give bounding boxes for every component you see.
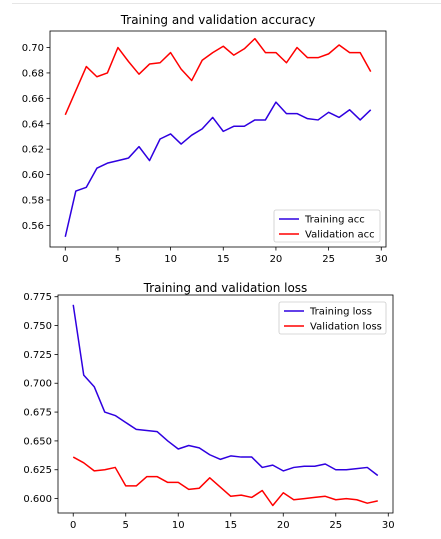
y-tick-label: 0.625 (23, 465, 52, 476)
y-tick-label: 0.62 (22, 145, 44, 156)
y-tick-label: 0.56 (22, 221, 44, 232)
plot-frame (57, 294, 394, 514)
legend-label: Training loss (309, 307, 372, 318)
legend: Training loss Validation loss (278, 301, 387, 335)
x-tick-label: 15 (224, 520, 237, 531)
chart-title: Training and validation loss (143, 281, 308, 295)
y-tick-label: 0.725 (23, 350, 52, 361)
x-tick-label: 25 (329, 520, 342, 531)
x-tick-label: 10 (164, 254, 177, 265)
x-tick-label: 20 (270, 254, 283, 265)
x-tick-label: 0 (70, 520, 76, 531)
y-tick-label: 0.70 (22, 43, 44, 54)
series-line-validation-acc (64, 37, 372, 116)
y-tick-label: 0.66 (22, 94, 44, 105)
series-line-training-loss (72, 304, 379, 477)
legend-label: Validation loss (310, 322, 382, 333)
legend: Training acc Validation acc (273, 209, 381, 243)
y-tick-label: 0.650 (23, 436, 52, 447)
chart-title: Training and validation accuracy (120, 13, 316, 27)
top-strip (12, 0, 441, 4)
y-tick-label: 0.675 (23, 408, 52, 419)
y-tick-label: 0.600 (23, 494, 52, 505)
x-tick-label: 5 (115, 254, 121, 265)
legend-label: Validation acc (305, 230, 375, 241)
x-tick-label: 0 (62, 254, 68, 265)
plot-frame (49, 30, 387, 248)
chart-2: Training and validation loss 0.600 0.625 0.… (23, 281, 394, 531)
y-tick-label: 0.68 (22, 68, 44, 79)
x-tick-label: 15 (217, 254, 230, 265)
x-tick-label: 5 (123, 520, 129, 531)
y-tick-label: 0.60 (22, 170, 44, 181)
series-line-training-acc (64, 101, 372, 238)
x-tick-label: 10 (172, 520, 185, 531)
y-tick-label: 0.64 (22, 119, 44, 130)
x-tick-label: 25 (322, 254, 335, 265)
legend-label: Training acc (304, 215, 365, 226)
x-tick-label: 30 (375, 254, 388, 265)
y-tick-label: 0.750 (23, 321, 52, 332)
chart-1: Training and validation accuracy 0.56 0.58… (22, 13, 388, 265)
legend-box (273, 209, 381, 243)
x-tick-label: 20 (277, 520, 290, 531)
y-tick-label: 0.58 (22, 195, 44, 206)
series-line-validation-loss (72, 456, 378, 507)
legend-box (278, 301, 387, 335)
x-tick-label: 30 (382, 520, 395, 531)
y-tick-label: 0.700 (23, 379, 52, 390)
y-tick-label: 0.775 (23, 292, 52, 303)
